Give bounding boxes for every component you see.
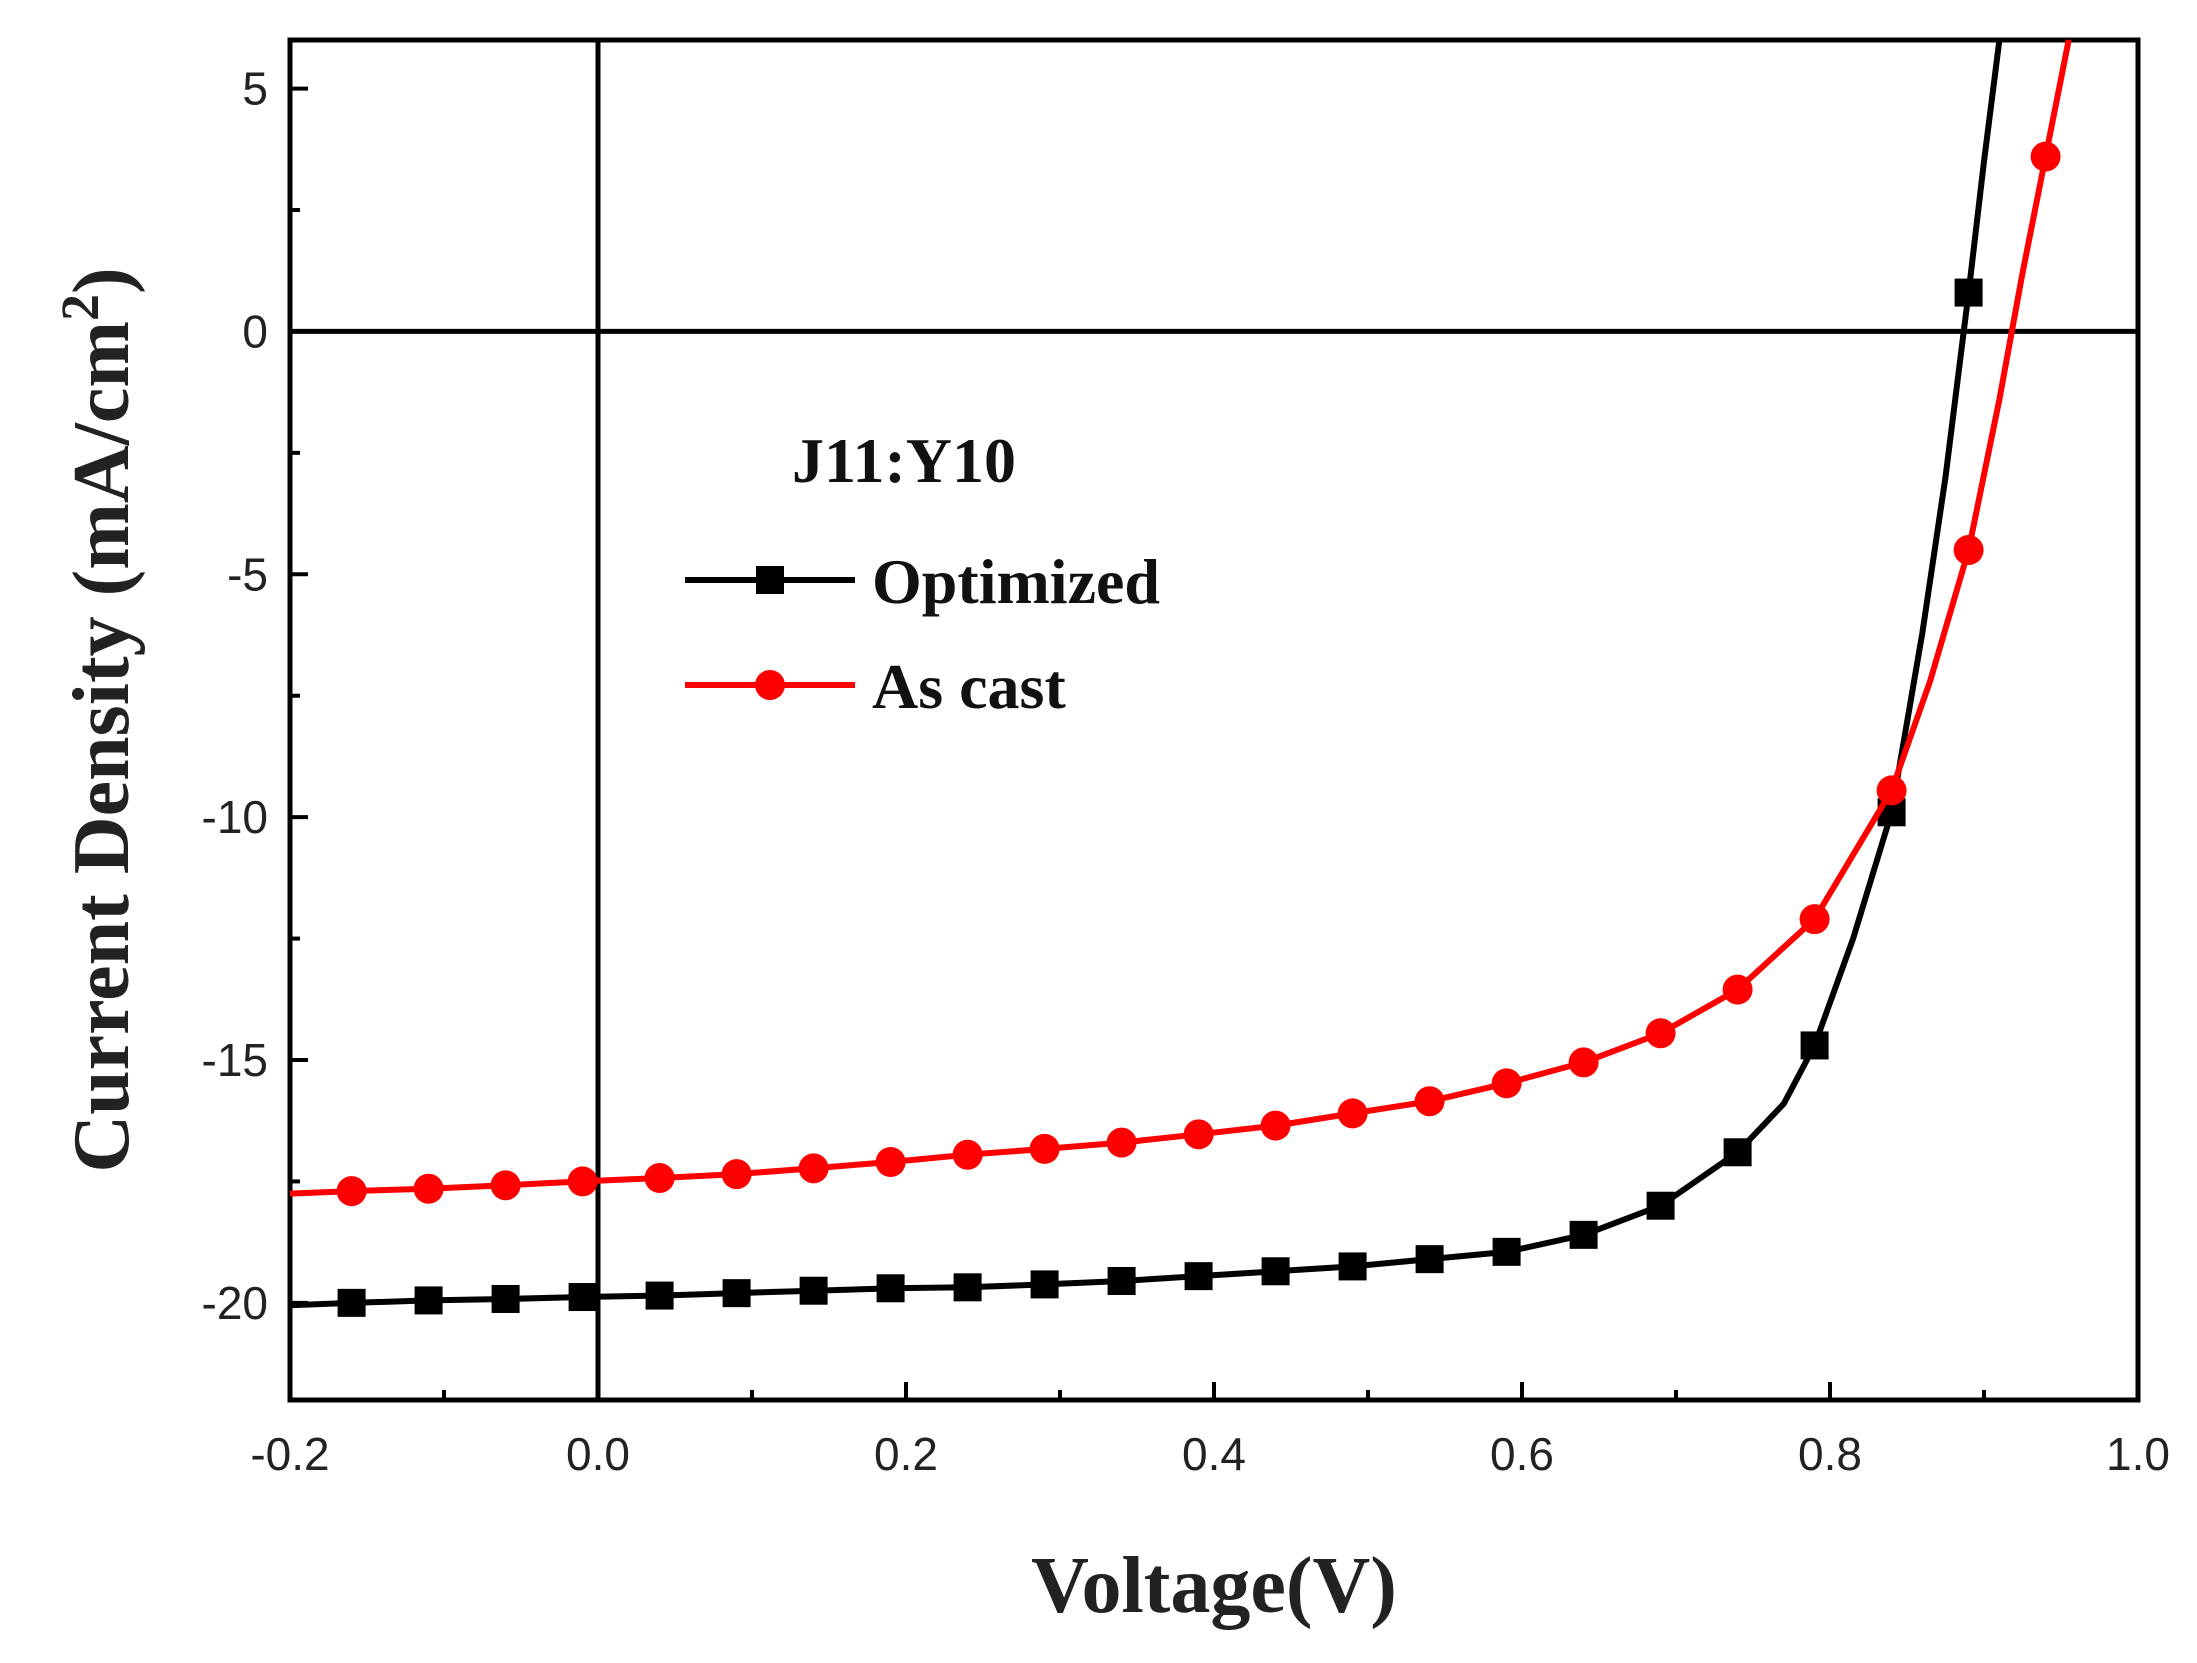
- axis-ticks: [288, 86, 2140, 1400]
- x-tick-label: -0.2: [250, 1428, 329, 1480]
- legend-marker-as-cast: [755, 670, 785, 700]
- data-point-as-cast: [1106, 1127, 1137, 1158]
- data-point-optimized: [1261, 1257, 1290, 1286]
- x-tick-label: 0.0: [566, 1428, 630, 1480]
- legend: Optimized As cast: [685, 546, 1160, 722]
- legend-marker-optimized: [756, 566, 784, 594]
- y-tick-label: -20: [202, 1277, 268, 1329]
- data-point-optimized: [337, 1288, 366, 1317]
- data-point-optimized: [1030, 1270, 1059, 1299]
- data-point-as-cast: [798, 1153, 829, 1184]
- series-as-cast: [289, 39, 2072, 1207]
- data-point-as-cast: [1722, 974, 1753, 1005]
- data-point-optimized: [1569, 1220, 1598, 1249]
- data-point-as-cast: [413, 1173, 444, 1204]
- y-tick-label: 5: [242, 63, 268, 115]
- sample-annotation: J11:Y10: [792, 425, 1016, 496]
- y-tick-label: -10: [202, 791, 268, 843]
- series-line-as-cast: [289, 39, 2072, 1197]
- data-point-as-cast: [1645, 1018, 1676, 1049]
- data-point-optimized: [799, 1276, 828, 1305]
- plot-frame: [287, 37, 2141, 1403]
- y-axis-title-close: ): [58, 267, 146, 294]
- legend-label-as-cast: As cast: [872, 651, 1066, 722]
- data-point-optimized: [1107, 1267, 1136, 1295]
- data-point-as-cast: [1414, 1086, 1445, 1117]
- data-point-optimized: [414, 1286, 443, 1315]
- y-tick-label: -5: [227, 548, 268, 600]
- x-axis-title: Voltage(V): [1031, 1542, 1397, 1630]
- data-point-optimized: [722, 1279, 751, 1308]
- data-point-optimized: [1954, 278, 1983, 307]
- data-point-as-cast: [567, 1166, 598, 1197]
- data-point-optimized: [876, 1274, 905, 1303]
- data-point-as-cast: [2030, 141, 2061, 172]
- data-point-as-cast: [1183, 1119, 1214, 1150]
- data-point-optimized: [953, 1273, 982, 1302]
- y-axis-title-superscript: 2: [50, 294, 110, 321]
- data-point-as-cast: [875, 1147, 906, 1177]
- data-point-as-cast: [1799, 904, 1830, 935]
- y-tick-label: 0: [242, 305, 268, 357]
- data-point-as-cast: [952, 1139, 983, 1170]
- data-point-as-cast: [644, 1163, 675, 1194]
- data-point-optimized: [1338, 1252, 1367, 1281]
- data-point-optimized: [568, 1283, 597, 1312]
- y-axis-title: Current Density (mA/cm2): [50, 267, 146, 1172]
- x-tick-label: 1.0: [2106, 1428, 2170, 1480]
- data-point-optimized: [1723, 1138, 1752, 1167]
- x-tick-labels: -0.2 0.0 0.2 0.4 0.6 0.8 1.0: [250, 1428, 2170, 1480]
- x-tick-label: 0.6: [1490, 1428, 1554, 1480]
- data-point-as-cast: [1491, 1068, 1522, 1099]
- data-point-as-cast: [1337, 1098, 1368, 1129]
- y-tick-labels: 5 0 -5 -10 -15 -20: [202, 63, 268, 1329]
- data-point-as-cast: [721, 1159, 752, 1190]
- data-point-optimized: [1415, 1245, 1444, 1274]
- data-point-optimized: [1800, 1031, 1829, 1060]
- y-tick-label: -15: [202, 1034, 268, 1086]
- data-point-optimized: [1492, 1237, 1521, 1266]
- y-axis-title-main: Current Density (mA/cm: [58, 321, 146, 1173]
- data-point-as-cast: [336, 1176, 367, 1207]
- x-tick-label: 0.4: [1182, 1428, 1246, 1480]
- x-tick-label: 0.2: [874, 1428, 938, 1480]
- data-point-optimized: [1184, 1262, 1213, 1291]
- data-point-as-cast: [1953, 535, 1984, 565]
- data-point-optimized: [491, 1284, 520, 1313]
- data-point-as-cast: [1568, 1047, 1599, 1078]
- data-point-as-cast: [1876, 775, 1907, 806]
- data-point-as-cast: [490, 1170, 521, 1201]
- legend-label-optimized: Optimized: [872, 546, 1160, 617]
- data-point-as-cast: [1029, 1133, 1060, 1164]
- data-point-optimized: [1646, 1191, 1675, 1220]
- x-tick-label: 0.8: [1798, 1428, 1862, 1480]
- data-point-as-cast: [1260, 1110, 1291, 1141]
- data-point-optimized: [645, 1281, 674, 1310]
